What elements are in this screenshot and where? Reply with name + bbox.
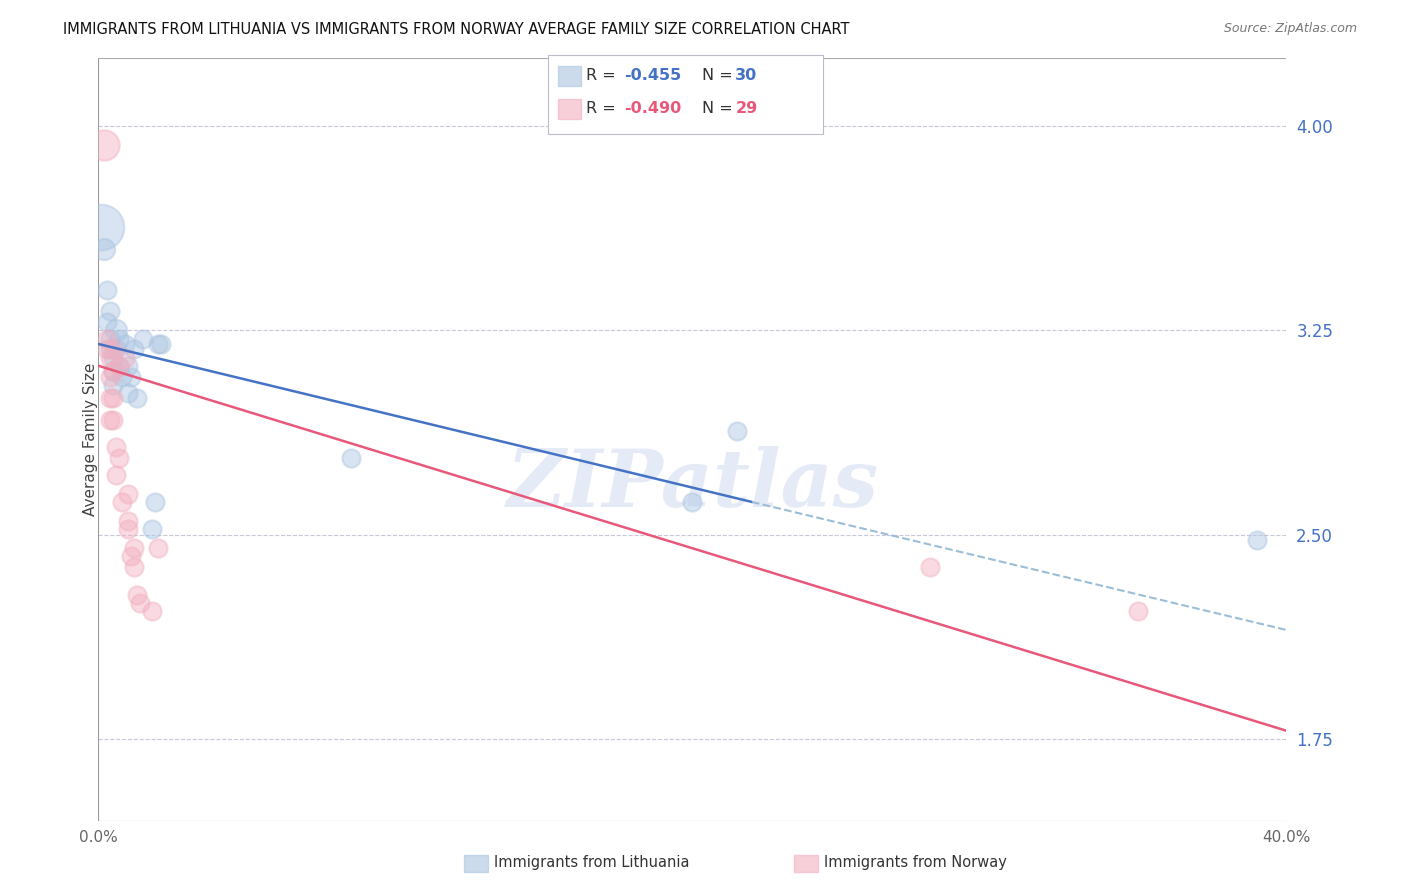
- Point: [122, 560, 145, 574]
- Point: [103, 377, 125, 392]
- Point: [105, 323, 128, 337]
- Text: R =: R =: [586, 69, 621, 83]
- Text: R =: R =: [586, 102, 621, 116]
- Point: [132, 332, 155, 346]
- Point: [111, 495, 134, 509]
- Point: [98, 413, 121, 427]
- Point: [103, 413, 125, 427]
- Point: [108, 359, 131, 373]
- Point: [108, 451, 131, 466]
- Point: [725, 424, 748, 438]
- Point: [108, 332, 131, 346]
- Point: [108, 359, 131, 373]
- Text: 30: 30: [735, 69, 758, 83]
- Point: [98, 369, 121, 384]
- Point: [117, 487, 139, 501]
- Point: [143, 495, 166, 509]
- Y-axis label: Average Family Size: Average Family Size: [83, 363, 97, 516]
- Point: [141, 522, 163, 536]
- Point: [105, 467, 128, 482]
- Text: 29: 29: [735, 102, 758, 116]
- Text: N =: N =: [702, 102, 738, 116]
- Point: [96, 332, 118, 346]
- Point: [93, 138, 115, 153]
- Point: [149, 337, 172, 351]
- Point: [117, 522, 139, 536]
- Point: [117, 386, 139, 401]
- Point: [90, 219, 112, 234]
- Point: [93, 242, 115, 256]
- Point: [111, 369, 134, 384]
- Point: [96, 283, 118, 297]
- Point: [114, 351, 136, 365]
- Point: [103, 364, 125, 378]
- Point: [103, 343, 125, 357]
- Point: [117, 514, 139, 528]
- Point: [1246, 533, 1268, 547]
- Point: [129, 596, 152, 610]
- Text: ZIPatlas: ZIPatlas: [506, 446, 879, 524]
- Point: [114, 337, 136, 351]
- Point: [117, 359, 139, 373]
- Point: [103, 351, 125, 365]
- Text: Immigrants from Lithuania: Immigrants from Lithuania: [494, 855, 689, 870]
- Point: [98, 343, 121, 357]
- Text: Source: ZipAtlas.com: Source: ZipAtlas.com: [1223, 22, 1357, 36]
- Point: [1126, 604, 1149, 618]
- Point: [122, 343, 145, 357]
- Point: [103, 392, 125, 406]
- Point: [120, 369, 142, 384]
- Point: [96, 343, 118, 357]
- Point: [103, 364, 125, 378]
- Point: [340, 451, 363, 466]
- Point: [146, 337, 169, 351]
- Point: [920, 560, 942, 574]
- Point: [122, 541, 145, 556]
- Point: [96, 315, 118, 329]
- Text: -0.490: -0.490: [624, 102, 682, 116]
- Text: -0.455: -0.455: [624, 69, 682, 83]
- Point: [98, 304, 121, 318]
- Point: [98, 351, 121, 365]
- Point: [105, 343, 128, 357]
- Point: [98, 332, 121, 346]
- Point: [146, 541, 169, 556]
- Point: [105, 441, 128, 455]
- Point: [125, 588, 148, 602]
- Point: [681, 495, 703, 509]
- Point: [120, 549, 142, 564]
- Text: IMMIGRANTS FROM LITHUANIA VS IMMIGRANTS FROM NORWAY AVERAGE FAMILY SIZE CORRELAT: IMMIGRANTS FROM LITHUANIA VS IMMIGRANTS …: [63, 22, 849, 37]
- Text: Immigrants from Norway: Immigrants from Norway: [824, 855, 1007, 870]
- Point: [125, 392, 148, 406]
- Point: [98, 392, 121, 406]
- Point: [141, 604, 163, 618]
- Text: N =: N =: [702, 69, 738, 83]
